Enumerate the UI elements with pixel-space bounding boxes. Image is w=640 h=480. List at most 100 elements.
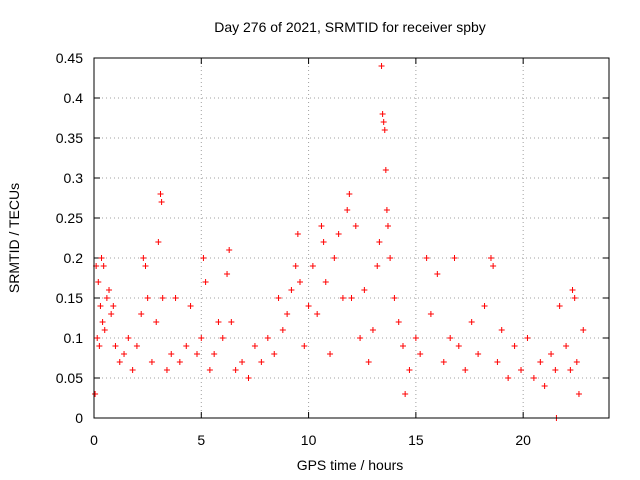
- y-tick-label: 0.25: [56, 210, 83, 226]
- data-point: [348, 295, 355, 301]
- data-point: [384, 223, 391, 229]
- data-point: [361, 287, 368, 293]
- x-tick-label: 0: [90, 432, 98, 448]
- data-point: [138, 311, 145, 317]
- data-point: [352, 223, 359, 229]
- data-point: [365, 359, 372, 365]
- data-point: [202, 279, 209, 285]
- data-point: [327, 351, 334, 357]
- y-tick-label: 0.45: [56, 50, 83, 66]
- data-point: [335, 231, 342, 237]
- data-point: [541, 383, 548, 389]
- data-point: [97, 303, 104, 309]
- x-axis-label: GPS time / hours: [297, 457, 404, 473]
- data-point: [194, 351, 200, 357]
- x-tick-label: 5: [197, 432, 205, 448]
- x-tick-label: 15: [408, 432, 424, 448]
- data-point: [101, 327, 108, 333]
- data-point: [314, 311, 321, 317]
- data-point: [292, 263, 299, 269]
- data-point: [245, 375, 252, 381]
- data-point: [116, 359, 123, 365]
- x-tick-label: 20: [515, 432, 531, 448]
- data-point: [400, 343, 406, 349]
- y-tick-label: 0.15: [56, 290, 83, 306]
- data-point: [530, 375, 537, 381]
- data-point: [157, 191, 164, 197]
- data-point: [524, 335, 531, 341]
- data-point: [339, 295, 346, 301]
- data-point: [381, 127, 388, 133]
- data-point: [239, 359, 246, 365]
- data-point: [183, 343, 190, 349]
- data-point: [226, 247, 233, 253]
- data-point: [125, 335, 132, 341]
- data-point: [155, 239, 162, 245]
- data-point: [322, 279, 329, 285]
- data-point: [284, 311, 291, 317]
- data-point: [163, 367, 170, 373]
- y-tick-label: 0: [75, 410, 83, 426]
- data-point: [219, 335, 226, 341]
- data-point: [548, 351, 555, 357]
- data-point: [103, 295, 110, 301]
- data-point: [427, 311, 434, 317]
- data-point: [423, 255, 430, 261]
- data-point: [133, 343, 140, 349]
- data-point: [129, 367, 136, 373]
- data-point: [395, 319, 402, 325]
- data-point: [158, 199, 165, 205]
- data-point: [575, 391, 582, 397]
- data-point: [455, 343, 462, 349]
- data-point: [374, 263, 381, 269]
- data-point: [378, 63, 385, 69]
- data-point: [211, 351, 218, 357]
- tick-labels: 0 0.05 0.1 0.15 0.2 0.25 0.3 0.35 0.4 0.45 0 5 10 15 2…: [56, 50, 531, 448]
- data-point: [271, 351, 278, 357]
- data-point: [294, 231, 301, 237]
- data-point: [153, 319, 160, 325]
- y-tick-label: 0.3: [64, 170, 84, 186]
- data-point: [537, 359, 544, 365]
- data-point: [344, 207, 351, 213]
- data-point: [264, 335, 271, 341]
- data-point: [376, 239, 383, 245]
- data-point: [320, 239, 327, 245]
- y-tick-label: 0.35: [56, 130, 83, 146]
- data-point: [140, 255, 147, 261]
- data-point: [573, 359, 580, 365]
- x-tick-label: 10: [301, 432, 317, 448]
- data-point: [468, 319, 475, 325]
- data-point: [305, 303, 312, 309]
- data-point: [552, 367, 559, 373]
- data-point: [275, 295, 282, 301]
- data-point: [309, 263, 316, 269]
- data-point: [511, 343, 518, 349]
- data-point: [142, 263, 149, 269]
- data-point: [112, 343, 119, 349]
- data-point: [387, 255, 394, 261]
- data-point: [168, 351, 175, 357]
- data-point: [518, 367, 525, 373]
- data-point: [490, 263, 497, 269]
- data-point: [288, 287, 295, 293]
- data-point: [379, 111, 386, 117]
- data-point: [96, 343, 103, 349]
- data-point: [215, 319, 222, 325]
- data-point: [99, 319, 106, 325]
- data-point: [258, 359, 265, 365]
- data-point: [567, 367, 574, 373]
- data-point: [462, 367, 469, 373]
- data-point: [563, 343, 570, 349]
- y-tick-label: 0.4: [64, 90, 84, 106]
- data-point: [440, 359, 447, 365]
- data-point: [159, 295, 166, 301]
- data-point: [198, 335, 205, 341]
- data-point: [556, 303, 563, 309]
- data-point: [95, 279, 102, 285]
- data-point: [346, 191, 353, 197]
- data-point: [402, 391, 409, 397]
- data-point: [580, 327, 587, 333]
- data-point: [357, 335, 364, 341]
- data-point: [505, 375, 512, 381]
